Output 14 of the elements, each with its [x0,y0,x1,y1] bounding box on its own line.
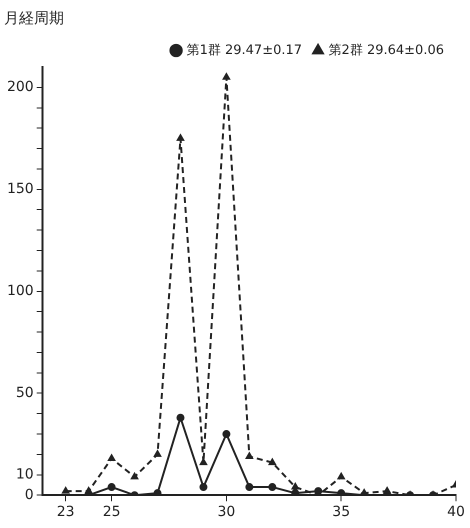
y-tick-label: 0 [24,486,34,503]
y-tick-label: 50 [16,384,34,401]
y-tick-label: 10 [16,466,34,482]
x-tick-label: 30 [217,504,236,520]
x-tick-label: 25 [102,504,121,520]
x-tick-label: 35 [332,504,350,520]
x-tick-label: 23 [56,504,75,520]
y-tick-label: 150 [6,180,34,197]
y-tick-label: 100 [6,282,34,299]
x-tick-label: 40 [447,504,465,520]
legend-label: 第1群 29.47±0.17 [186,42,302,58]
legend-label: 第2群 29.64±0.06 [328,42,444,58]
y-tick-label: 200 [6,79,34,96]
chart-title: 月経周期 [4,8,64,27]
